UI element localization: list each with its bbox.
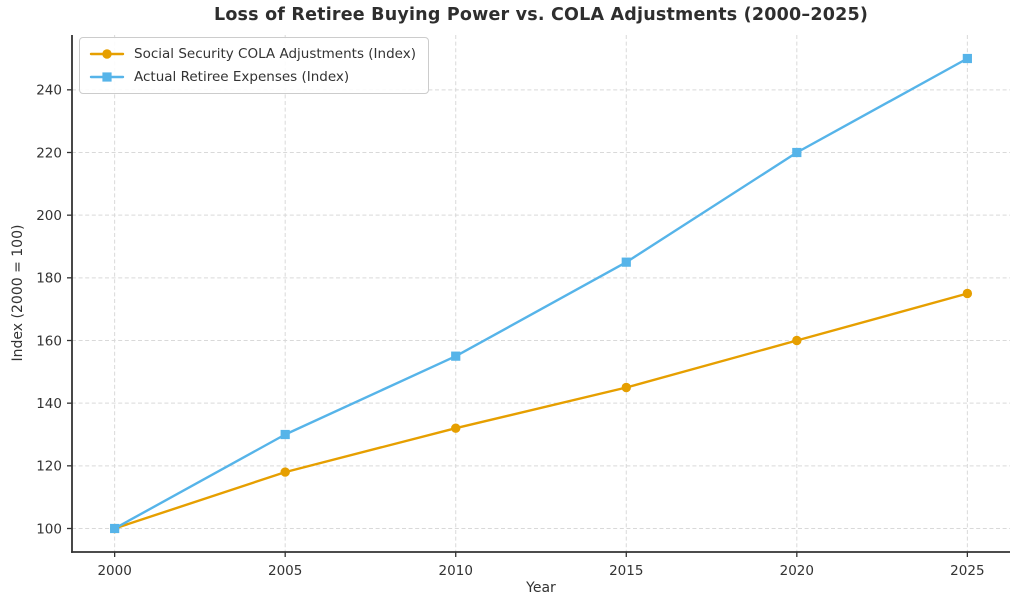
y-tick-label: 220 — [36, 145, 62, 161]
data-point-marker-square — [451, 351, 461, 361]
data-point-marker-circle — [451, 423, 461, 433]
data-point-marker-square — [792, 147, 802, 158]
data-point-marker-circle — [621, 382, 631, 393]
data-point-marker-square — [110, 523, 120, 534]
y-axis-label: Index (2000 = 100) — [10, 224, 26, 362]
y-tick-label: 160 — [36, 333, 62, 349]
y-tick-label: 180 — [36, 271, 62, 287]
data-point-marker-square — [962, 53, 972, 64]
legend-item-cola-adjustments: Social Security COLA Adjustments (Index) — [89, 46, 416, 62]
y-tick-label: 120 — [36, 459, 62, 475]
legend-marker-square-icon — [89, 72, 125, 82]
x-tick-label: 2010 — [439, 563, 473, 579]
legend-marker-circle-icon — [89, 49, 125, 59]
data-point-marker-square — [280, 429, 290, 440]
x-tick-label: 2020 — [780, 563, 814, 579]
y-tick-label: 200 — [36, 208, 62, 224]
data-point-marker-circle — [792, 335, 802, 346]
x-tick-label: 2000 — [97, 563, 131, 579]
x-tick-label: 2025 — [950, 563, 984, 579]
legend: Social Security COLA Adjustments (Index)… — [79, 37, 429, 94]
x-tick-label: 2015 — [609, 563, 643, 579]
series-line-0 — [113, 292, 969, 530]
data-point-marker-circle — [280, 467, 290, 477]
y-tick-label: 240 — [36, 83, 62, 99]
data-point-marker-circle — [962, 288, 973, 299]
x-axis-label: Year — [526, 580, 556, 596]
series-line-1 — [113, 57, 969, 530]
legend-label: Social Security COLA Adjustments (Index) — [134, 46, 416, 62]
legend-label: Actual Retiree Expenses (Index) — [134, 69, 350, 85]
data-point-marker-square — [621, 257, 631, 267]
y-tick-label: 140 — [36, 396, 62, 412]
y-tick-label: 100 — [36, 521, 62, 537]
chart-title: Loss of Retiree Buying Power vs. COLA Ad… — [213, 5, 869, 25]
x-tick-label: 2005 — [268, 563, 302, 579]
legend-item-retiree-expenses: Actual Retiree Expenses (Index) — [89, 69, 416, 85]
